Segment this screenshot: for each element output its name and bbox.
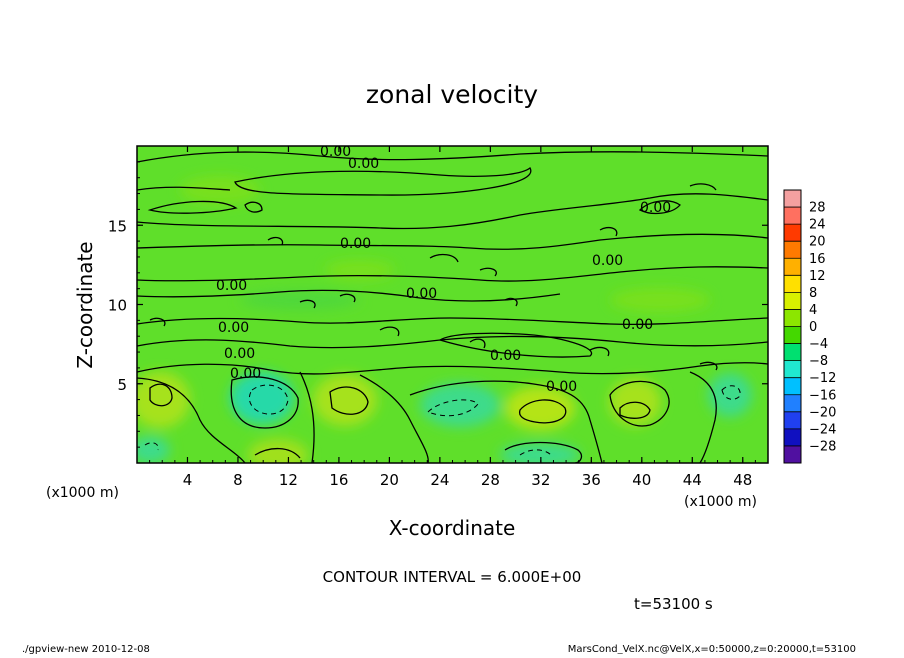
x-axis-ticks: 4 8 12 16 20 24 28 32 36 40 44 48 (149, 146, 756, 489)
negative-contours (144, 384, 741, 457)
colorbar-label: 8 (809, 286, 817, 301)
x-tick-label: 40 (632, 471, 651, 489)
x-tick-label: 12 (279, 471, 298, 489)
chart-title: zonal velocity (366, 80, 538, 109)
colorbar-swatch (784, 309, 801, 327)
colorbar-swatch (784, 377, 801, 396)
colorbar-label: −28 (809, 439, 836, 454)
y-axis-label: Z-coordinate (73, 241, 97, 368)
contour-label: 0.00 (490, 348, 521, 364)
x-tick-label: 28 (481, 471, 500, 489)
colorbar-swatch (784, 360, 801, 379)
field-patches (137, 176, 752, 463)
contour-label: 0.00 (340, 236, 371, 252)
colorbar-swatch (784, 292, 801, 310)
colorbar-label: −20 (809, 405, 836, 420)
contour-label: 0.00 (348, 156, 379, 172)
time-label: t=53100 s (634, 595, 713, 613)
contour-label: 0.00 (218, 320, 249, 336)
footer-left: ./gpview-new 2010-12-08 (22, 644, 150, 654)
colorbar-swatch (784, 411, 801, 430)
x-tick-label: 20 (380, 471, 399, 489)
x-tick-label: 48 (733, 471, 752, 489)
contour-label: 0.00 (230, 366, 261, 382)
contour-interval-label: CONTOUR INTERVAL = 6.000E+00 (323, 568, 582, 586)
colorbar-label: 24 (809, 218, 826, 233)
contour-label: 0.00 (546, 379, 577, 395)
x-tick-label: 36 (582, 471, 601, 489)
y-axis-ticks: 5 10 15 (108, 161, 768, 448)
colorbar-label: −4 (809, 337, 828, 352)
colorbar-swatch (784, 445, 801, 464)
colorbar-swatch (784, 428, 801, 447)
colorbar-swatch (784, 224, 801, 242)
x-tick-label: 44 (683, 471, 702, 489)
contour-lines (137, 151, 768, 463)
colorbar-label: 16 (809, 252, 826, 267)
colorbar-swatch (784, 326, 801, 344)
colorbar-swatch (784, 241, 801, 259)
x-tick-label: 16 (329, 471, 348, 489)
plot-area: 0.00 0.00 0.00 0.00 0.00 0.00 0.00 0.00 … (137, 144, 768, 463)
y-tick-label: 15 (108, 217, 127, 235)
colorbar-swatch (784, 275, 801, 293)
contour-label: 0.00 (406, 286, 437, 302)
contour-label: 0.00 (320, 144, 351, 160)
colorbar-swatch (784, 343, 801, 362)
colorbar-swatch (784, 394, 801, 413)
colorbar-label: 28 (809, 201, 826, 216)
colorbar-label: −12 (809, 371, 836, 386)
footer-right: MarsCond_VelX.nc@VelX,x=0:50000,z=0:2000… (568, 644, 856, 654)
colorbar-swatch (784, 258, 801, 276)
colorbar: 28 24 20 16 12 8 4 0 −4 −8 −12 −16 −20 −24 −28 (783, 189, 836, 464)
x-axis-label: X-coordinate (389, 516, 516, 540)
colorbar-label: −24 (809, 422, 836, 437)
x-tick-label: 4 (183, 471, 193, 489)
x-tick-label: 24 (430, 471, 449, 489)
x-tick-label: 32 (531, 471, 550, 489)
colorbar-label: −16 (809, 388, 836, 403)
contour-label: 0.00 (640, 200, 671, 216)
y-tick-label: 5 (117, 376, 127, 394)
colorbar-label: 12 (809, 269, 826, 284)
colorbar-label: 4 (809, 303, 817, 318)
x-unit-label: (x1000 m) (684, 494, 757, 510)
contour-label: 0.00 (592, 253, 623, 269)
colorbar-swatch (784, 207, 801, 225)
colorbar-label: −8 (809, 354, 828, 369)
contour-label: 0.00 (216, 278, 247, 294)
contour-labels: 0.00 0.00 0.00 0.00 0.00 0.00 0.00 0.00 … (216, 144, 671, 395)
y-tick-label: 10 (108, 297, 127, 315)
contour-label: 0.00 (622, 317, 653, 333)
x-tick-label: 8 (233, 471, 243, 489)
colorbar-label: 20 (809, 235, 826, 250)
contour-label: 0.00 (224, 346, 255, 362)
colorbar-label: 0 (809, 320, 817, 335)
z-unit-label: (x1000 m) (46, 485, 119, 501)
colorbar-swatch (784, 190, 801, 208)
